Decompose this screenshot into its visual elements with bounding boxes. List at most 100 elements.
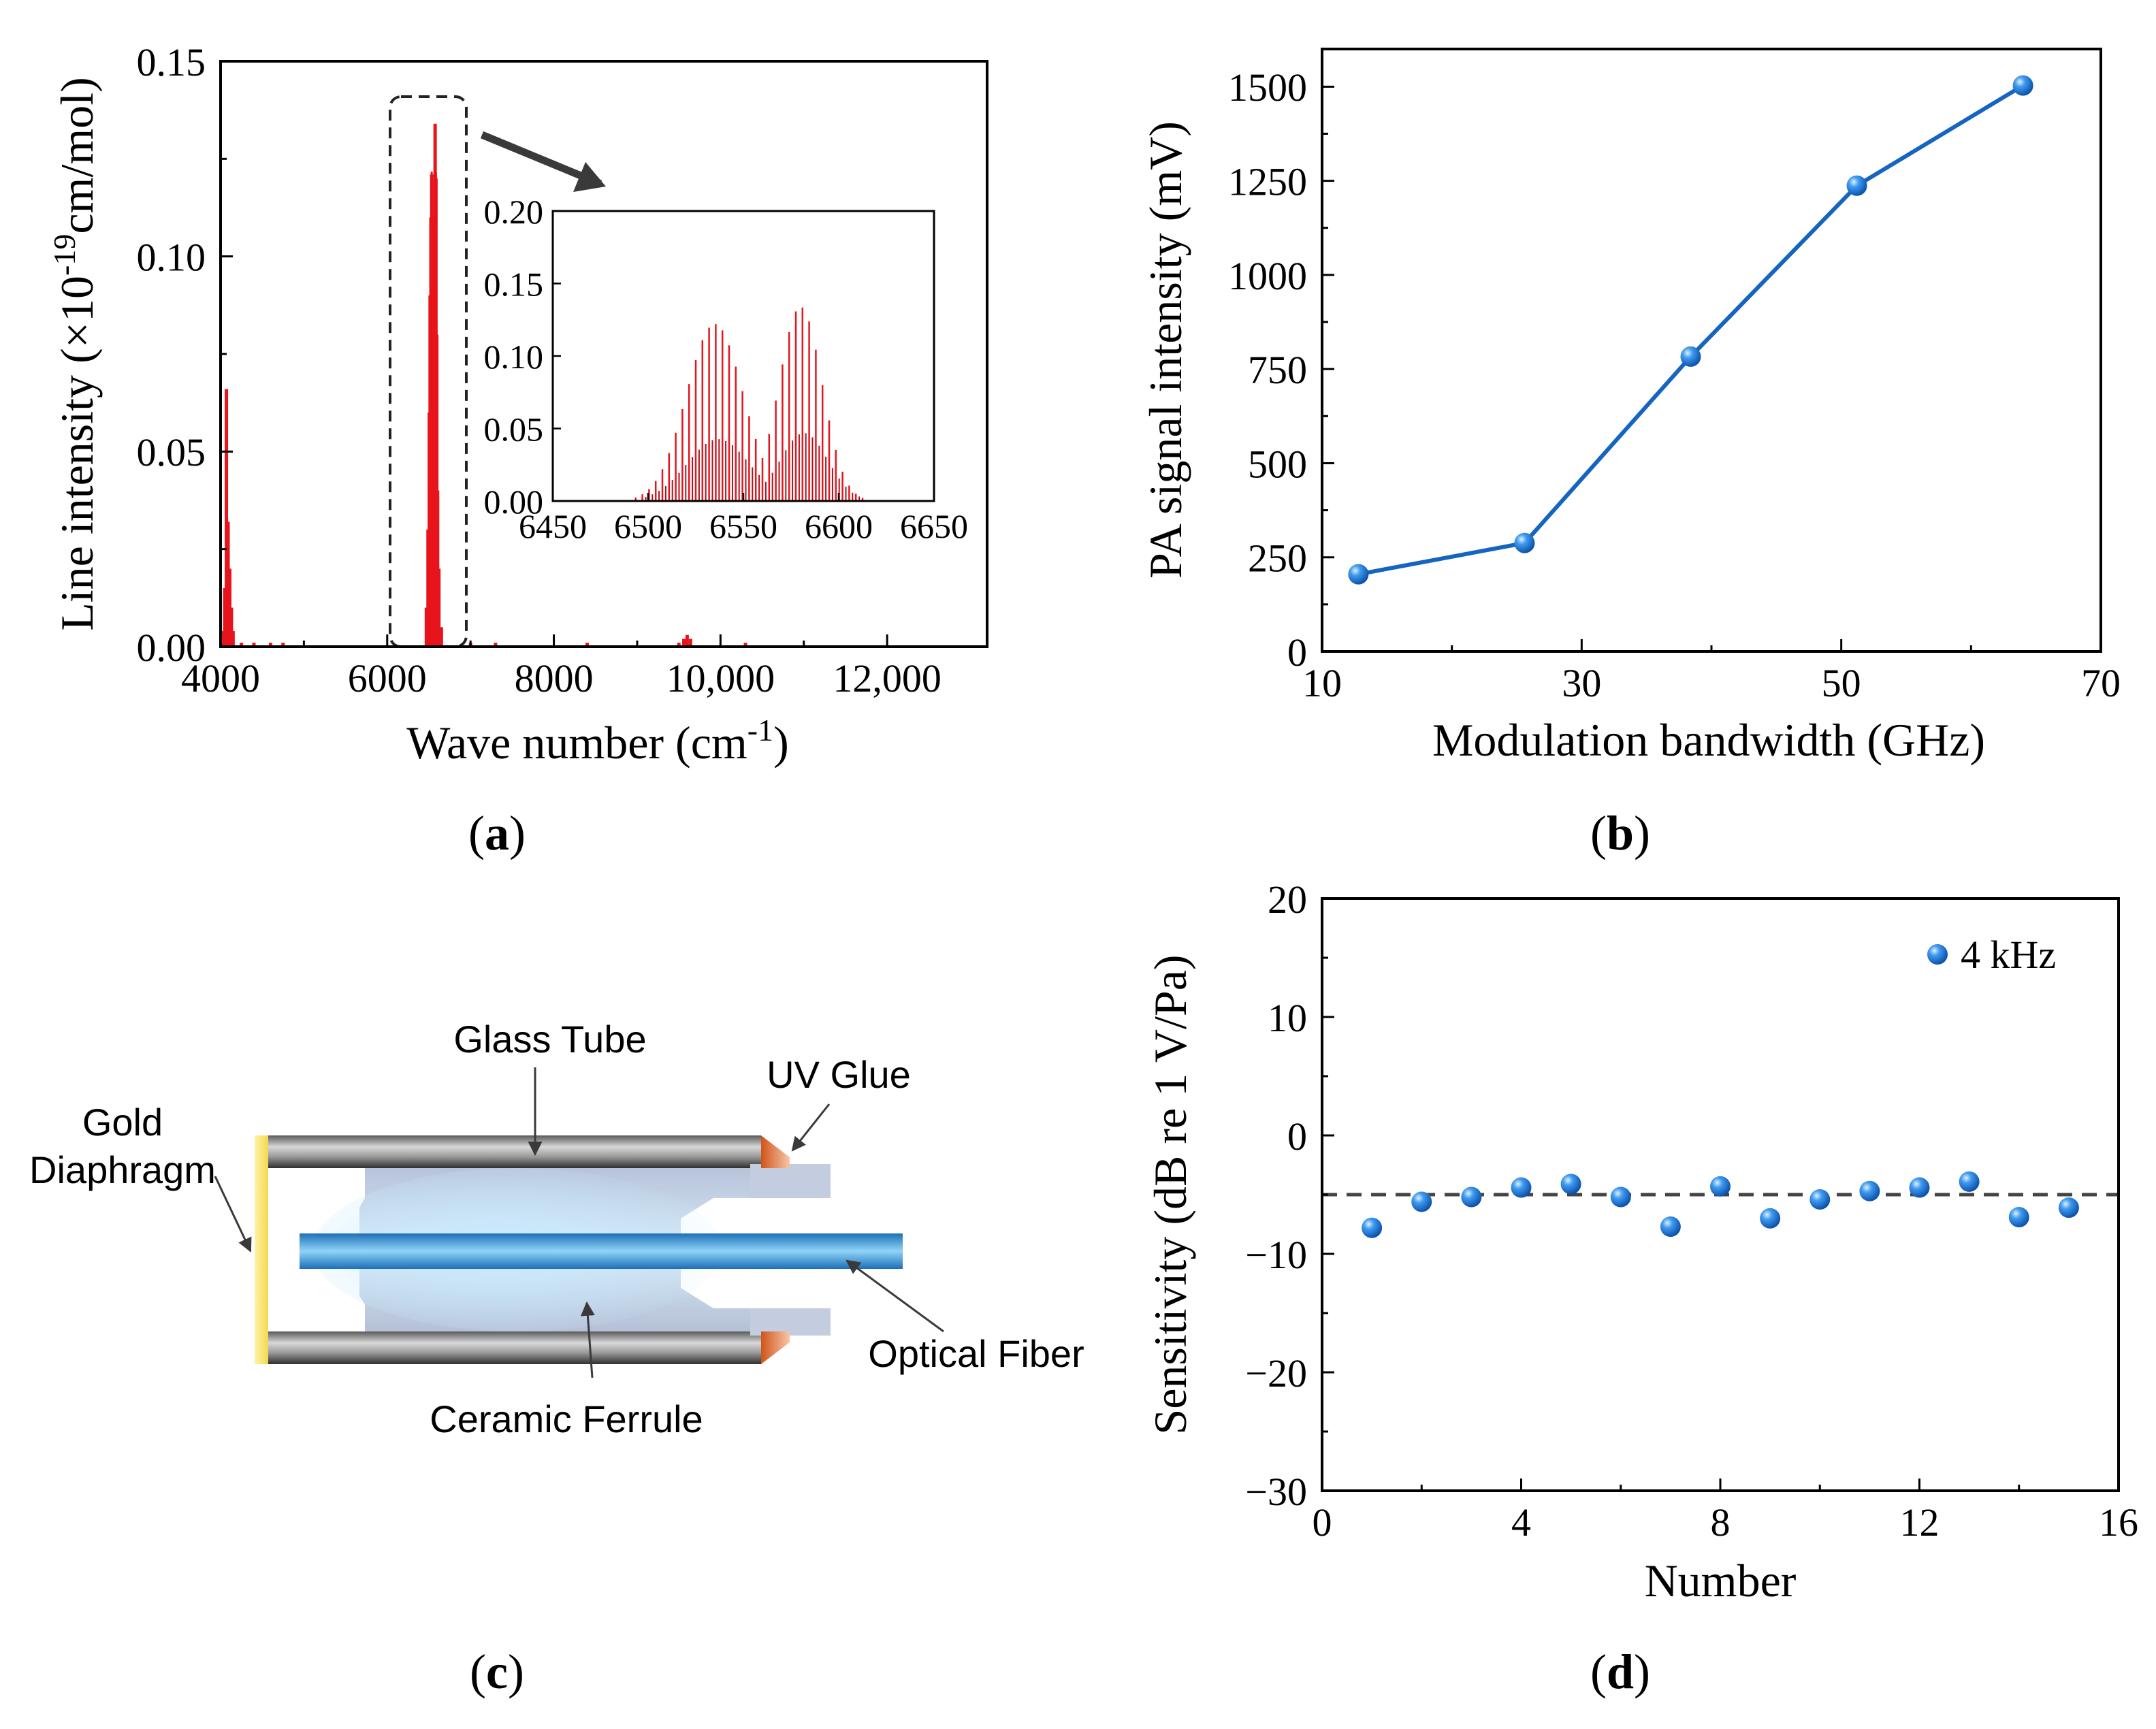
y-tick-label: 0.00: [137, 626, 206, 670]
x-tick-label: 16: [2099, 1500, 2138, 1545]
data-point: [1809, 1189, 1831, 1210]
gold-label-line1: Gold: [82, 1101, 163, 1144]
data-point: [1411, 1191, 1432, 1212]
data-point: [1511, 1177, 1532, 1198]
x-axis-title-b: Modulation bandwidth (GHz): [1432, 714, 1985, 766]
x-tick-label: 10,000: [666, 656, 775, 700]
x-tick-label: 6000: [348, 656, 427, 700]
y-tick-label: 0.15: [484, 265, 544, 304]
panel-a: 4000 6000 8000 10,000 12,000 0.00 0.05 0.10 0.15…: [47, 40, 988, 860]
y-tick-label: 0.05: [137, 430, 206, 474]
uv-glue-arrow: [791, 1103, 831, 1152]
x-tick-label: 4: [1511, 1500, 1531, 1545]
x-tick-label: 70: [2081, 661, 2121, 705]
y-tick-label: 10: [1268, 996, 1307, 1040]
zoom-arrow-head: [573, 162, 606, 192]
data-point: [1959, 1171, 1980, 1192]
x-tick-label: 6450: [519, 507, 587, 545]
glass-tube-label: Glass Tube: [453, 1018, 646, 1061]
data-point: [1610, 1186, 1631, 1208]
y-axis-title-d: Sensitivity (dB re 1 V/Pa): [1144, 954, 1196, 1434]
uv-glue-top: [761, 1135, 790, 1168]
x-axis-title-a: Wave number (cm-1): [406, 713, 789, 769]
y-tick-label: 750: [1248, 348, 1307, 392]
y-tick-label: 0: [1287, 1114, 1307, 1159]
glass-tube-bottom: [268, 1331, 761, 1364]
data-point: [1362, 1217, 1383, 1238]
optical-fiber: [300, 1233, 903, 1269]
inset-plot: 6450 6500 6550 6600 6650 0.00 0.05 0.10 0.15 0.20: [484, 193, 969, 545]
data-point: [1461, 1186, 1482, 1208]
ferrule-extension-top: [750, 1164, 831, 1198]
ferrule-extension-bottom: [750, 1308, 831, 1336]
y-tick-label: 20: [1268, 877, 1307, 922]
y-tick-label: 250: [1248, 536, 1307, 581]
uv-glue-label: UV Glue: [767, 1053, 911, 1096]
y-tick-label: 0.00: [484, 483, 544, 521]
legend-label: 4 kHz: [1961, 933, 2056, 977]
x-tick-label: 30: [1562, 661, 1601, 705]
x-tick-label: 50: [1822, 661, 1861, 705]
gold-label-line2: Diaphragm: [29, 1148, 216, 1191]
x-tick-label: 10: [1302, 661, 1342, 705]
data-point: [1846, 175, 1867, 196]
data-point: [1760, 1208, 1781, 1229]
y-tick-label: −10: [1245, 1233, 1307, 1277]
panel-label-d: (d): [1590, 1645, 1650, 1699]
data-point: [1514, 532, 1535, 553]
panel-label-a: (a): [468, 806, 526, 860]
y-axis-title-b: PA signal intensity (mV): [1140, 121, 1191, 579]
series-d: [1362, 1171, 2079, 1238]
gold-diaphragm: [255, 1135, 268, 1364]
panel-label-c: (c): [470, 1645, 524, 1699]
data-point: [1348, 564, 1369, 585]
data-point: [2008, 1207, 2029, 1228]
y-axis-title-a: Line intensity (×10-19cm/mol): [47, 77, 103, 631]
x-tick-label: 12: [1900, 1500, 1940, 1545]
data-point: [1859, 1180, 1880, 1201]
x-tick-label: 0: [1313, 1500, 1332, 1545]
y-tick-label: −20: [1245, 1351, 1307, 1395]
x-tick-label: 8: [1711, 1500, 1731, 1545]
data-point: [1909, 1177, 1930, 1198]
optical-fiber-arrow: [846, 1259, 944, 1333]
y-tick-label: 0.10: [484, 338, 544, 376]
spectrum-lines: [221, 123, 747, 647]
y-tick-label: 1500: [1228, 65, 1307, 110]
axes-d: 0 4 8 12 16 −30 −20 −10 0 10 20: [1245, 877, 2138, 1545]
panel-b: 10 30 50 70 0 250 500 750 1000 1250 1500 PA signal…: [1140, 48, 2121, 860]
data-point: [1660, 1216, 1681, 1237]
series-b: [1348, 75, 2033, 585]
x-tick-label: 8000: [515, 656, 594, 700]
x-tick-label: 12,000: [833, 656, 942, 700]
optical-fiber-label: Optical Fiber: [868, 1332, 1084, 1375]
y-tick-label: 0: [1287, 630, 1307, 675]
glass-tube-top: [268, 1135, 761, 1168]
series-line: [1357, 84, 2025, 577]
legend-marker: [1927, 944, 1948, 965]
inset-spectrum-lines: [634, 307, 864, 501]
panel-c: Glass Tube UV Glue Gold Diaphragm Optica…: [29, 1018, 1084, 1699]
plot-frame-a: [219, 60, 988, 648]
ceramic-ferrule-label: Ceramic Ferrule: [430, 1397, 703, 1440]
data-point: [1680, 346, 1701, 367]
y-tick-label: 0.05: [484, 410, 544, 449]
x-tick-label: 4000: [181, 656, 260, 700]
x-tick-label: 6600: [805, 507, 873, 545]
data-point: [2012, 75, 2033, 96]
x-tick-label: 6500: [614, 507, 682, 545]
ceramic-ferrule-arrow: [580, 1301, 595, 1378]
inset-frame: [551, 210, 935, 502]
x-tick-label: 6650: [900, 507, 968, 545]
y-tick-label: 0.10: [137, 236, 206, 280]
inset-axes: 6450 6500 6550 6600 6650 0.00 0.05 0.10 0.15 0.20: [484, 193, 969, 545]
y-tick-label: 500: [1248, 442, 1307, 486]
y-tick-label: 0.20: [484, 193, 544, 231]
legend-d: 4 kHz: [1927, 933, 2056, 977]
data-point: [1710, 1176, 1731, 1197]
data-point: [1560, 1174, 1581, 1195]
panel-d: 0 4 8 12 16 −30 −20 −10 0 10 20 4 kHz Sensitivity …: [1144, 877, 2138, 1699]
y-tick-label: −30: [1245, 1470, 1307, 1514]
panel-label-b: (b): [1590, 806, 1650, 860]
